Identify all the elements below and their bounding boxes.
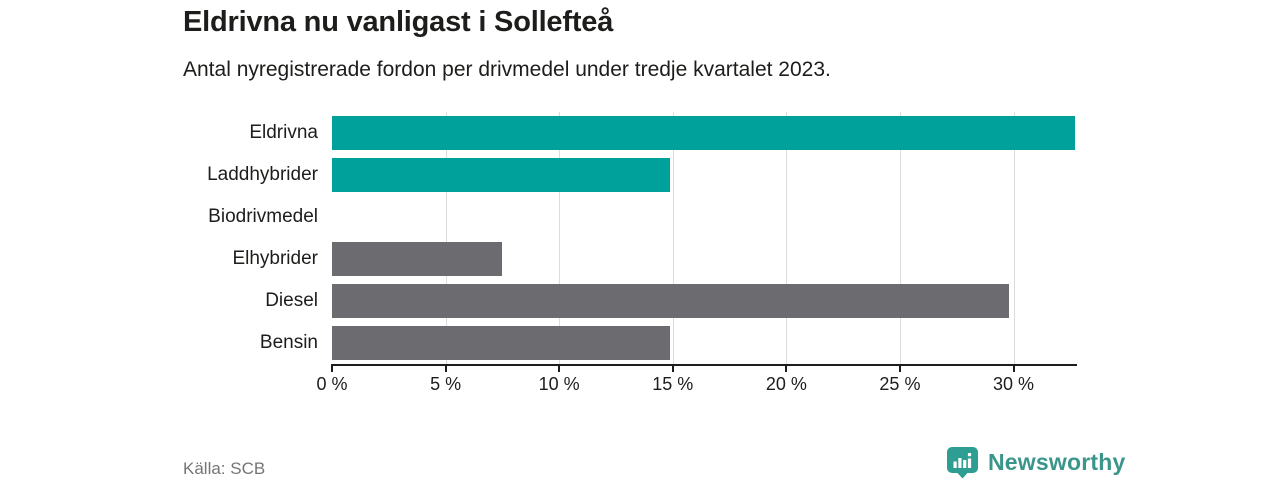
chart-subtitle: Antal nyregistrerade fordon per drivmede…	[183, 58, 831, 81]
category-label: Diesel	[265, 290, 318, 311]
category-label: Bensin	[259, 332, 318, 353]
category-label: Laddhybrider	[207, 164, 318, 185]
bar-series	[332, 112, 1076, 364]
gridline	[786, 112, 788, 364]
gridline	[672, 112, 674, 364]
axis-tick	[444, 366, 447, 372]
source-note: Källa: SCB	[183, 459, 266, 478]
axis-tick	[558, 366, 561, 372]
gridline	[445, 112, 447, 364]
axis-tick-label: 20 %	[765, 374, 807, 394]
bar-row	[332, 112, 1076, 154]
axis-tick-label: 15 %	[652, 374, 694, 394]
bar	[332, 116, 1075, 150]
gridline	[899, 112, 901, 364]
axis-tick	[331, 366, 333, 372]
x-axis-line	[331, 364, 1077, 366]
axis-tick	[1012, 366, 1015, 372]
newsworthy-pin-barchart-icon	[946, 446, 979, 479]
bar-row	[332, 154, 1076, 196]
plot-area	[332, 112, 1076, 364]
bar	[332, 158, 671, 192]
gridline	[1013, 112, 1015, 364]
brand-name: Newsworthy	[988, 449, 1126, 475]
chart-title: Eldrivna nu vanligast i Sollefteå	[183, 6, 614, 38]
bar-row	[332, 322, 1076, 364]
axis-tick-label: 5 %	[430, 374, 462, 394]
brand-lockup: Newsworthy	[946, 446, 1125, 479]
axis-tick	[671, 366, 674, 372]
axis-tick-label: 10 %	[538, 374, 580, 394]
bar	[332, 242, 503, 276]
bar-row	[332, 196, 1076, 238]
axis-tick	[785, 366, 788, 372]
bar-row	[332, 280, 1076, 322]
bar-row	[332, 238, 1076, 280]
axis-tick-label: 30 %	[993, 374, 1035, 394]
axis-tick-label: 0 %	[316, 374, 348, 394]
category-label: Elhybrider	[232, 248, 318, 269]
gridline	[559, 112, 561, 364]
category-label: Biodrivmedel	[208, 206, 318, 227]
bar	[332, 284, 1009, 318]
axis-tick-label: 25 %	[879, 374, 921, 394]
axis-tick	[898, 366, 901, 372]
category-axis: Eldrivna Laddhybrider Biodrivmedel Elhybrid…	[0, 112, 318, 364]
category-label: Eldrivna	[249, 122, 318, 143]
bar	[332, 326, 671, 360]
